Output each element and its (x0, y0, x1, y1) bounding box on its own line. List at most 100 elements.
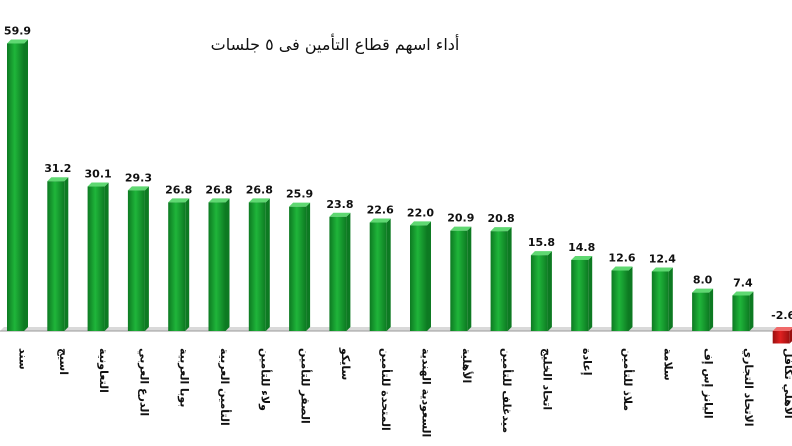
bar-top (530, 251, 552, 256)
bar-face (530, 255, 548, 331)
value-label: 26.8 (205, 183, 232, 196)
bar-face (168, 202, 186, 331)
bar-face (47, 181, 65, 331)
bar (651, 267, 673, 331)
category-label: اليانز إس إف (702, 348, 715, 419)
category-label: بوبا العربية (178, 348, 191, 407)
bar (329, 212, 351, 331)
value-labels-group: 59.9 31.2 30.1 29.3 26.8 26.8 26.8 25.9 23.8 22.6… (4, 24, 792, 322)
bar-face (450, 230, 468, 331)
value-label: 20.8 (488, 212, 515, 225)
bar-side (225, 198, 230, 331)
bar-top (208, 198, 230, 203)
bar-top (611, 266, 633, 271)
bar-face (692, 292, 710, 331)
bar (490, 227, 512, 331)
bar-top (87, 182, 109, 187)
value-label: 30.1 (85, 168, 112, 181)
bar-side (789, 328, 792, 344)
bar-top (410, 221, 431, 226)
bar-top (450, 226, 472, 231)
category-label: الصقر للتأمين (299, 348, 313, 424)
bar-face (490, 231, 508, 331)
bar (47, 177, 69, 331)
bar-side (144, 186, 149, 331)
bar-side (588, 255, 593, 331)
bar-face (87, 186, 105, 331)
bar-side (709, 288, 714, 331)
bar-side (104, 182, 109, 331)
category-label: ميدغلف للتأمين (500, 348, 514, 433)
category-label: الأهلي تكافل (782, 348, 792, 419)
bar-top (651, 267, 673, 272)
bar-top (692, 288, 714, 293)
category-label: الأهلية (460, 348, 474, 383)
bar (530, 251, 552, 331)
bar (369, 218, 391, 331)
value-label: 25.9 (286, 188, 313, 201)
bar (692, 288, 714, 331)
category-label: التعاونية (97, 348, 110, 393)
value-label: 22.6 (367, 204, 394, 217)
category-label: الدرع العربي (137, 348, 150, 416)
bar-side (547, 251, 552, 331)
bar-top (168, 198, 190, 203)
bar-side (265, 198, 270, 331)
bar-face (369, 222, 387, 331)
bar-top (127, 186, 149, 191)
bar-side (427, 221, 431, 331)
value-label: 31.2 (44, 162, 71, 175)
bar-side (507, 227, 512, 331)
bar (208, 198, 230, 331)
bar-side (467, 226, 472, 331)
category-label: المتحدة للتأمين (379, 348, 393, 431)
value-label: -2.6 (771, 309, 792, 322)
bar-face (772, 331, 790, 344)
category-label: سايكو (339, 347, 352, 380)
bar-top (329, 212, 351, 217)
category-label: التأمين العربية (218, 348, 232, 426)
bar-face (651, 271, 669, 331)
bar-top (772, 327, 792, 331)
bar (571, 255, 593, 331)
category-label: الاتحاد التجاري (742, 348, 755, 427)
bar-top (248, 198, 270, 203)
value-label: 22.0 (407, 206, 434, 219)
value-label: 59.9 (4, 24, 31, 37)
value-label: 26.8 (246, 183, 273, 196)
bar-side (24, 39, 28, 331)
bar-face (127, 190, 145, 331)
bar (168, 198, 190, 331)
bar-top (490, 227, 512, 232)
category-label: ملاذ للتأمين (621, 348, 635, 411)
bar-top (47, 177, 69, 182)
bar-side (628, 266, 633, 331)
value-label: 26.8 (165, 183, 192, 196)
bar-top (7, 39, 28, 44)
bar-side (749, 291, 754, 331)
value-label: 12.6 (608, 252, 635, 265)
bar-top (289, 202, 311, 207)
category-label: السعودية الهندية (420, 348, 433, 437)
category-labels-group: سند اسيج التعاونية الدرع العربي بوبا العربية… (17, 347, 792, 437)
value-label: 23.8 (326, 198, 353, 211)
category-label: اتحاد الخليج (540, 348, 553, 410)
bar-face (732, 295, 750, 331)
bar (248, 198, 270, 331)
value-label: 20.9 (447, 212, 474, 225)
bar-side (64, 177, 69, 331)
category-label: اسيج (57, 348, 70, 375)
category-label: ولاء للتأمين (258, 348, 272, 411)
value-label: 15.8 (528, 236, 555, 249)
bar-side (185, 198, 190, 331)
bar-face (611, 270, 629, 331)
bar (87, 182, 109, 331)
chart-floor (0, 327, 792, 331)
bar (410, 221, 431, 331)
bar (127, 186, 149, 331)
bar (772, 327, 792, 344)
bar-side (386, 218, 391, 331)
bar-side (668, 267, 673, 331)
bar-face (329, 216, 347, 331)
